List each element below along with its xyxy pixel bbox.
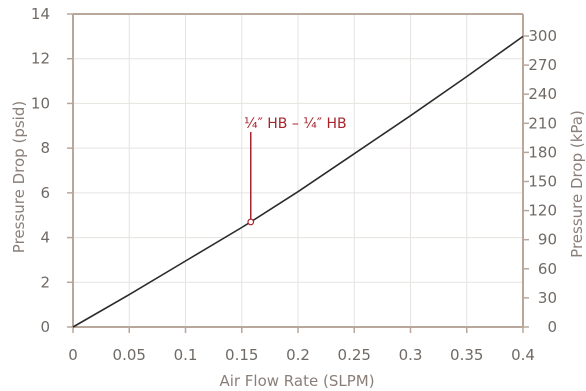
annotation-group: ¼″ HB – ¼″ HB	[244, 116, 347, 226]
plot-area	[72, 35, 524, 328]
x-tick-label: 0.1	[174, 346, 198, 364]
y-left-tick-label: 8	[40, 139, 50, 157]
y-left-tick-label: 2	[40, 273, 50, 291]
grid-lines	[72, 13, 524, 328]
tick-labels: 0 0.05 0.1 0.15 0.2 0.25 0.3 0.35 0.4 0 2 4 6 8 10 12 14…	[31, 5, 557, 364]
y-left-tick-label: 14	[31, 5, 50, 23]
series-line	[72, 35, 524, 328]
x-tick-label: 0.15	[225, 346, 258, 364]
y-right-tick-label: 150	[528, 173, 557, 191]
axes	[67, 13, 529, 333]
y-left-tick-label: 12	[31, 50, 50, 68]
annotation-marker	[247, 218, 255, 226]
y-right-tick-label: 90	[538, 231, 557, 249]
y-right-tick-label: 240	[528, 85, 557, 103]
y-right-tick-label: 210	[528, 114, 557, 132]
y-right-tick-label: 120	[528, 202, 557, 220]
y-right-tick-label: 270	[528, 56, 557, 74]
annotation-label: ¼″ HB – ¼″ HB	[244, 116, 347, 132]
y-right-tick-label: 0	[547, 318, 557, 336]
x-tick-label: 0.05	[113, 346, 146, 364]
y-left-tick-label: 4	[40, 229, 50, 247]
y-right-tick-label: 30	[538, 289, 557, 307]
y-left-tick-label: 6	[40, 184, 50, 202]
x-tick-label: 0.25	[338, 346, 371, 364]
x-tick-label: 0.35	[450, 346, 483, 364]
y-right-tick-label: 180	[528, 143, 557, 161]
x-tick-label: 0.2	[286, 346, 310, 364]
x-axis-title: Air Flow Rate (SLPM)	[219, 372, 374, 390]
y-left-tick-label: 0	[40, 318, 50, 336]
y-axis-title-left: Pressure Drop (psid)	[10, 101, 28, 253]
x-tick-label: 0.3	[399, 346, 423, 364]
y-right-tick-label: 300	[528, 27, 557, 45]
x-tick-label: 0.4	[511, 346, 535, 364]
y-right-tick-label: 60	[538, 260, 557, 278]
x-tick-label: 0	[68, 346, 78, 364]
y-left-tick-label: 10	[31, 94, 50, 112]
y-axis-title-right: Pressure Drop (kPa)	[568, 110, 586, 258]
